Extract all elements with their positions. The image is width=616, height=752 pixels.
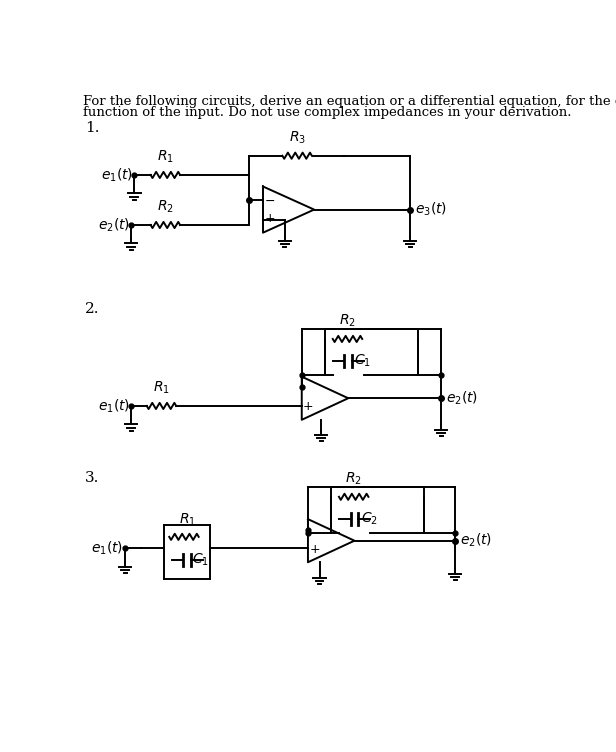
Text: $+$: $+$ <box>264 212 275 226</box>
Text: $e_2(t)$: $e_2(t)$ <box>460 532 492 550</box>
Text: $C_1$: $C_1$ <box>354 353 371 369</box>
Text: $+$: $+$ <box>309 543 320 556</box>
Text: For the following circuits, derive an equation or a differential equation, for t: For the following circuits, derive an eq… <box>83 95 616 108</box>
Text: $R_1$: $R_1$ <box>153 380 170 396</box>
Text: 1.: 1. <box>85 121 99 135</box>
Text: $R_1$: $R_1$ <box>179 511 195 528</box>
Text: $e_1(t)$: $e_1(t)$ <box>91 540 123 557</box>
Text: $R_2$: $R_2$ <box>157 199 174 215</box>
Text: 2.: 2. <box>85 302 99 316</box>
Text: $e_2(t)$: $e_2(t)$ <box>97 217 130 234</box>
Text: $e_1(t)$: $e_1(t)$ <box>97 397 130 414</box>
Text: $R_2$: $R_2$ <box>345 471 362 487</box>
Text: 3.: 3. <box>85 472 99 485</box>
Text: $e_1(t)$: $e_1(t)$ <box>100 166 133 183</box>
Text: $e_3(t)$: $e_3(t)$ <box>415 201 447 218</box>
Text: $C_1$: $C_1$ <box>192 552 209 569</box>
Text: $+$: $+$ <box>302 400 314 413</box>
Text: function of the input. Do not use complex impedances in your derivation.: function of the input. Do not use comple… <box>83 105 572 119</box>
Text: $e_2(t)$: $e_2(t)$ <box>446 390 478 407</box>
Text: $R_3$: $R_3$ <box>288 129 306 146</box>
Text: $R_2$: $R_2$ <box>339 313 356 329</box>
Text: $-$: $-$ <box>264 194 275 207</box>
Text: $C_2$: $C_2$ <box>360 511 378 527</box>
Text: $R_1$: $R_1$ <box>157 149 174 165</box>
